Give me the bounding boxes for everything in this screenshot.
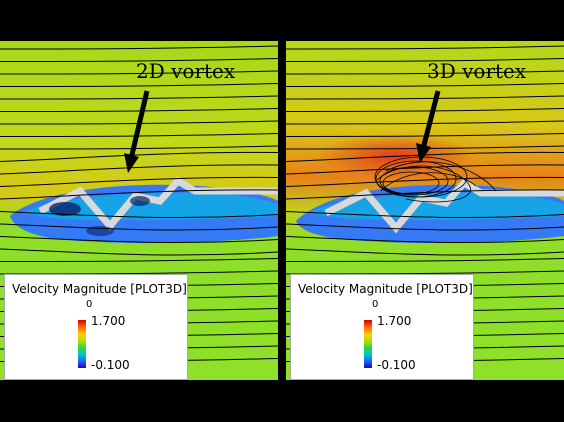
legend-zero-label: 0 [86, 299, 93, 310]
streamline [286, 83, 564, 87]
streamline [286, 151, 564, 162]
streamline [286, 108, 564, 112]
legend-title: Velocity Magnitude [PLOT3D] [12, 282, 187, 296]
streamline [286, 236, 564, 244]
streamline [0, 211, 278, 219]
streamline [286, 211, 564, 219]
streamline [0, 270, 278, 275]
streamline [286, 223, 564, 231]
streamline [0, 189, 278, 200]
streamline [286, 45, 564, 50]
streamline [0, 223, 278, 231]
streamline [0, 108, 278, 112]
streamline [286, 58, 564, 62]
streamline [0, 95, 278, 100]
color-scale-bar [78, 320, 86, 368]
panel-divider [278, 41, 286, 380]
streamline [286, 164, 564, 175]
panel-2d-vortex: 2D vortex Velocity Magnitude [PLOT3D] 0 … [0, 41, 278, 380]
flow-field-3d [286, 41, 564, 380]
legend-min-label: -0.100 [377, 358, 416, 372]
streamline [0, 45, 278, 50]
streamline [0, 176, 278, 187]
legend-title: Velocity Magnitude [PLOT3D] [298, 282, 473, 296]
streamline [0, 258, 278, 262]
legend-max-label: 1.700 [91, 314, 126, 328]
streamline [286, 258, 564, 262]
streamline [286, 176, 564, 187]
streamline [286, 270, 564, 275]
streamline [0, 58, 278, 62]
panel-3d-vortex: 3D vortex Velocity Magnitude [PLOT3D] 0 … [286, 41, 564, 380]
streamline [286, 248, 564, 256]
streamline [0, 133, 278, 137]
streamline [286, 133, 564, 137]
legend-2d: Velocity Magnitude [PLOT3D] 0 1.700 -0.1… [4, 274, 188, 380]
vortex-label-3d: 3D vortex [427, 59, 527, 83]
streamline [0, 236, 278, 244]
streamline [286, 145, 564, 150]
legend-3d: Velocity Magnitude [PLOT3D] 0 1.700 -0.1… [290, 274, 474, 380]
legend-max-label: 1.700 [377, 314, 412, 328]
streamline [0, 70, 278, 75]
streamline [0, 120, 278, 125]
color-scale-bar [364, 320, 372, 368]
vortex-tangle-3d [374, 156, 497, 203]
vortex-label-2d: 2D vortex [136, 59, 236, 83]
streamline [0, 83, 278, 87]
streamline [286, 120, 564, 125]
streamline [0, 145, 278, 150]
streamline [286, 95, 564, 100]
legend-zero-label: 0 [372, 299, 379, 310]
streamline [0, 164, 278, 175]
streamline [286, 70, 564, 75]
legend-min-label: -0.100 [91, 358, 130, 372]
streamline [286, 189, 564, 200]
streamline [0, 248, 278, 256]
